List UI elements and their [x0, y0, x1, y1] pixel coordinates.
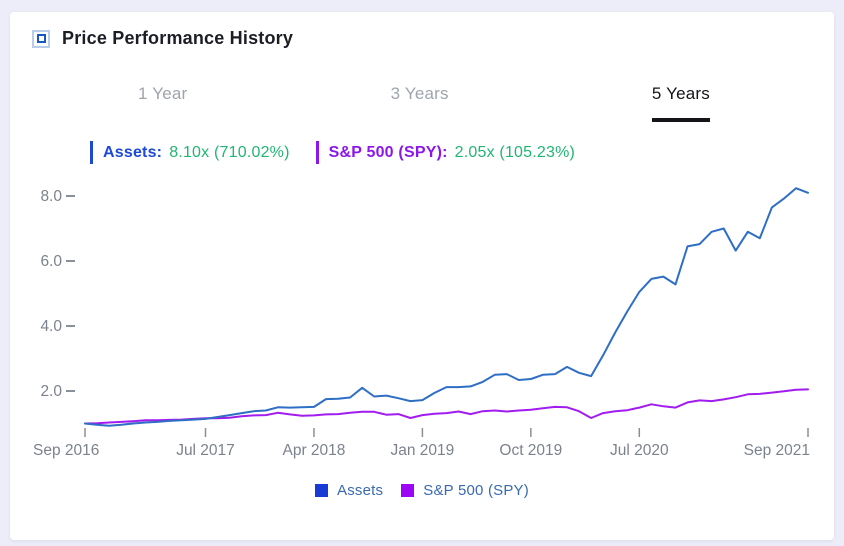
x-axis-label: Apr 2018	[282, 442, 345, 459]
nested-square-icon	[32, 29, 50, 48]
tab-5-years[interactable]: 5 Years	[651, 84, 710, 122]
performance-chart: 2.0 4.0 6.0 8.0 Sep 2016 Jul 2017 Apr 2018 Jan …	[10, 182, 834, 472]
performance-stats: Assets: 8.10x (710.02%) S&P 500 (SPY): 2…	[90, 141, 601, 164]
y-axis-label: 2.0	[40, 383, 62, 400]
legend-label-sp500: S&P 500 (SPY)	[423, 482, 529, 499]
series-line-s-p-500-spy-	[84, 388, 809, 425]
x-axis-tick	[313, 428, 315, 437]
page-title: Price Performance History	[62, 28, 294, 48]
assets-stat-label: Assets:	[103, 143, 163, 161]
y-axis-tick	[66, 260, 75, 262]
tab-1-year[interactable]: 1 Year	[138, 84, 188, 103]
series-line-assets	[84, 187, 809, 427]
price-performance-card: Price Performance History 1 Year 3 Years…	[10, 12, 834, 540]
x-axis-tick	[638, 428, 641, 437]
x-axis-tick	[84, 428, 86, 437]
tab-3-years[interactable]: 3 Years	[390, 84, 449, 103]
period-tabs: 1 Year 3 Years 5 Years	[138, 84, 710, 122]
sp500-stat-label: S&P 500 (SPY):	[328, 143, 448, 161]
x-axis-label: Sep 2016	[33, 442, 99, 459]
assets-swatch-icon	[315, 484, 329, 497]
sp500-swatch-icon	[401, 484, 415, 497]
assets-accent-bar	[90, 141, 93, 164]
y-axis-label: 8.0	[40, 188, 62, 205]
chart-legend: Assets S&P 500 (SPY)	[10, 482, 834, 499]
sp500-stat: S&P 500 (SPY): 2.05x (105.23%)	[315, 141, 576, 164]
x-axis-tick	[421, 428, 424, 437]
y-axis-tick	[66, 325, 75, 327]
legend-item-assets: Assets	[315, 482, 383, 499]
y-axis-label: 6.0	[40, 253, 62, 270]
y-axis-tick	[66, 390, 75, 392]
x-axis-tick	[204, 428, 207, 437]
legend-item-sp500: S&P 500 (SPY)	[401, 482, 529, 499]
y-axis-tick	[66, 195, 75, 197]
x-axis-tick	[530, 428, 532, 437]
assets-stat-value: 8.10x (710.02%)	[169, 143, 290, 161]
legend-label-assets: Assets	[337, 482, 384, 499]
sp500-stat-value: 2.05x (105.23%)	[454, 143, 576, 161]
x-axis-label: Jan 2019	[391, 442, 455, 459]
x-axis-label: Sep 2021	[744, 442, 810, 459]
x-axis-label: Jul 2020	[610, 442, 669, 459]
line-chart-canvas: 2.0 4.0 6.0 8.0 Sep 2016 Jul 2017 Apr 2018 Jan …	[33, 187, 810, 459]
card-header: Price Performance History	[32, 28, 293, 49]
x-axis-tick	[807, 428, 809, 437]
y-axis-label: 4.0	[40, 318, 62, 335]
sp500-accent-bar	[315, 141, 319, 164]
assets-stat: Assets: 8.10x (710.02%)	[90, 141, 290, 164]
x-axis-label: Oct 2019	[499, 442, 562, 459]
x-axis-label: Jul 2017	[176, 442, 235, 459]
